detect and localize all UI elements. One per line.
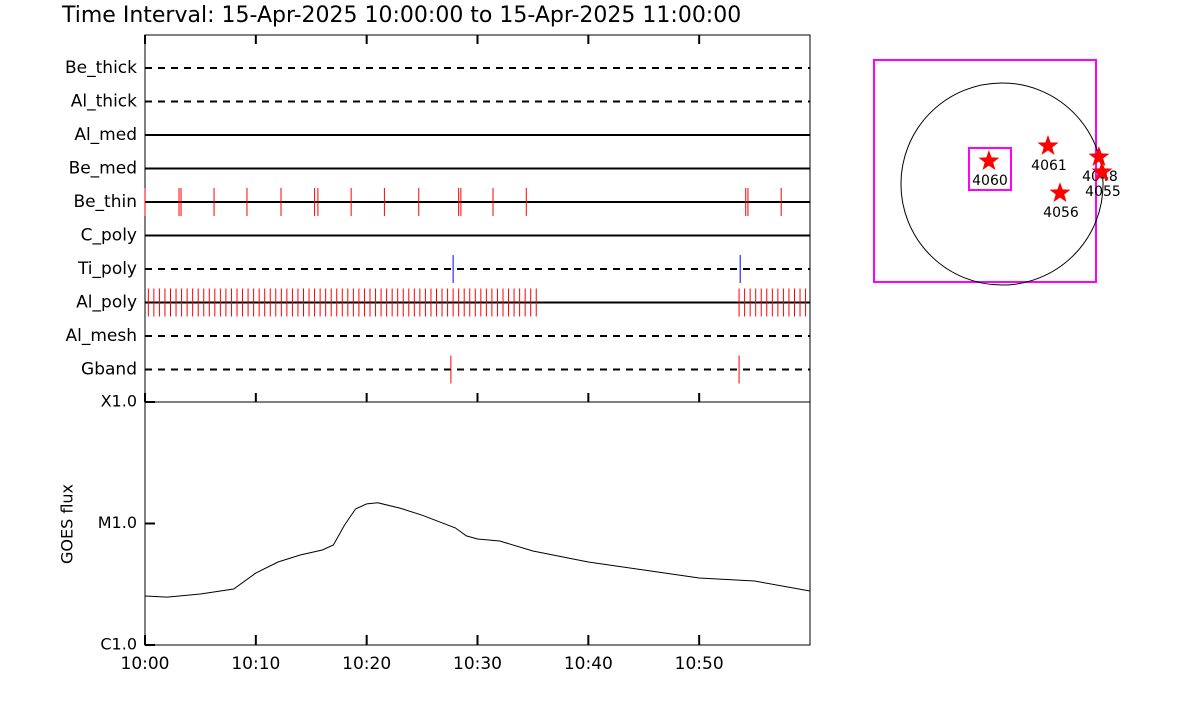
y-axis-label: GOES flux [58,484,77,564]
fov-box [968,147,1012,191]
row-label: Be_med [69,159,137,179]
x-tick-label: 10:20 [342,654,391,674]
x-tick-label: 10:50 [675,654,724,674]
row-label: Al_med [74,125,137,145]
active-region [1037,135,1059,155]
region-label: 4060 [972,173,1008,189]
region-label: 4055 [1085,184,1121,200]
region-label: 4056 [1043,205,1079,221]
row-label: Al_mesh [65,326,137,346]
chart-title: Time Interval: 15-Apr-2025 10:00:00 to 1… [61,3,741,28]
row-label: Al_poly [76,293,137,313]
row-label: Al_thick [71,92,137,112]
row-label: Gband [81,360,137,380]
solar-limb [900,82,1104,286]
x-tick-label: 10:40 [564,654,613,674]
y-tick-label: C1.0 [100,635,137,654]
row-label: C_poly [81,226,137,246]
x-tick-label: 10:00 [121,654,170,674]
row-label: Be_thin [73,192,137,212]
active-region [1091,161,1113,181]
region-label: 4061 [1031,158,1067,174]
active-region [1088,146,1110,166]
active-region [978,150,1000,170]
y-tick-label: M1.0 [98,513,137,532]
x-tick-label: 10:10 [231,654,280,674]
active-region [1049,182,1071,202]
x-tick-label: 10:30 [453,654,502,674]
goes-curve [144,502,811,598]
row-label: Ti_poly [77,259,137,279]
y-tick-label: X1.0 [101,392,137,411]
row-label: Be_thick [65,58,137,78]
